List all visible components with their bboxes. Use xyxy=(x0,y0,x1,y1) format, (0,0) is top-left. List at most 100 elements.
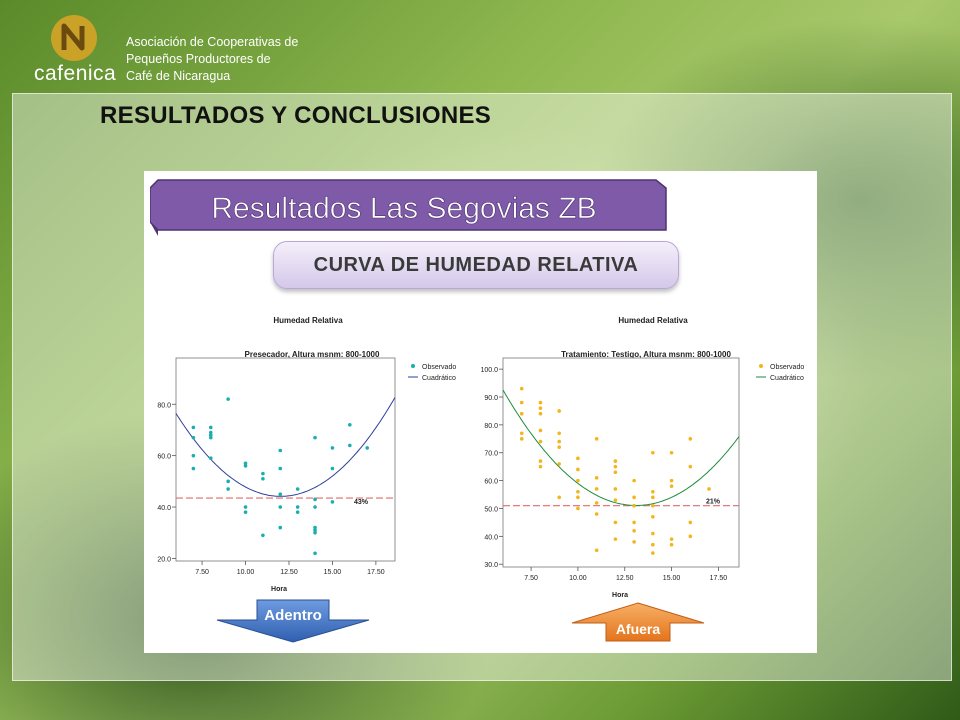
subtitle-text: CURVA DE HUMEDAD RELATIVA xyxy=(313,253,639,276)
data-point xyxy=(365,446,369,450)
organization-name: Asociación de Cooperativas de Pequeños P… xyxy=(126,34,346,85)
chart-right: Humedad Relativa Tratamiento: Testigo, Al… xyxy=(480,316,804,599)
data-point xyxy=(313,525,317,530)
ribbon-title: Resultados Las Segovias ZB xyxy=(211,192,596,225)
data-point xyxy=(613,520,618,525)
data-point xyxy=(295,505,300,509)
legend-observado: Observado xyxy=(422,364,456,371)
data-point xyxy=(613,498,618,502)
data-point xyxy=(651,503,655,508)
legend-marker-observado xyxy=(759,364,763,368)
data-point xyxy=(313,497,317,502)
data-point xyxy=(538,459,543,463)
data-point xyxy=(191,425,196,430)
data-point xyxy=(557,431,561,436)
data-point xyxy=(519,386,524,391)
data-point xyxy=(613,487,618,491)
data-point xyxy=(576,495,580,500)
badge-adentro-label: Adentro xyxy=(264,607,322,624)
data-point xyxy=(651,551,655,555)
data-point xyxy=(707,487,711,491)
data-point xyxy=(208,435,213,440)
x-axis-label: Hora xyxy=(612,592,628,599)
data-point xyxy=(538,400,543,405)
chart-subtitle: Tratamiento: Testigo, Altura msnm: 800-1… xyxy=(561,350,731,359)
data-point xyxy=(651,531,655,536)
data-point xyxy=(191,453,196,458)
data-point xyxy=(348,423,352,427)
y-tick-label: 20.0 xyxy=(157,556,171,563)
plot-frame xyxy=(502,357,740,568)
plot-frame xyxy=(175,357,396,562)
reference-label: 43% xyxy=(354,499,369,506)
data-point xyxy=(278,505,283,509)
x-tick-label: 10.00 xyxy=(569,575,587,582)
data-point xyxy=(538,406,543,410)
x-tick-label: 10.00 xyxy=(237,569,255,576)
y-tick-label: 40.0 xyxy=(157,505,171,512)
y-tick-label: 80.0 xyxy=(157,402,171,409)
y-tick-label: 60.0 xyxy=(157,454,171,461)
x-tick-label: 17.50 xyxy=(367,569,385,576)
data-point xyxy=(613,464,618,469)
data-point xyxy=(538,464,543,469)
data-point xyxy=(208,456,213,461)
data-point xyxy=(669,537,674,541)
y-tick-label: 30.0 xyxy=(484,562,498,569)
data-point xyxy=(519,431,524,436)
data-point xyxy=(576,478,580,483)
data-point xyxy=(278,448,283,453)
data-point xyxy=(669,484,674,488)
x-tick-label: 12.50 xyxy=(280,569,298,576)
data-point xyxy=(519,400,524,405)
data-point xyxy=(594,487,599,491)
data-point xyxy=(613,459,618,463)
data-point xyxy=(519,411,524,416)
data-point xyxy=(632,503,636,508)
data-point xyxy=(261,471,265,476)
y-tick-label: 80.0 xyxy=(484,423,498,430)
data-point xyxy=(313,435,317,440)
logo-wordmark: cafenica xyxy=(34,62,117,85)
chart-title: Humedad Relativa xyxy=(273,316,343,325)
data-point xyxy=(295,487,300,491)
data-point xyxy=(632,520,636,525)
x-tick-label: 12.50 xyxy=(616,575,634,582)
data-point xyxy=(632,540,636,544)
data-point xyxy=(313,505,317,509)
legend-cuadratico: Cuadrático xyxy=(422,375,456,382)
data-point xyxy=(278,525,283,530)
x-tick-label: 17.50 xyxy=(710,575,728,582)
data-point xyxy=(243,461,248,466)
fit-curve xyxy=(502,389,740,506)
subtitle-box: CURVA DE HUMEDAD RELATIVA xyxy=(273,241,679,289)
chart-title: Humedad Relativa xyxy=(618,316,688,325)
x-tick-label: 15.00 xyxy=(324,569,342,576)
data-point xyxy=(594,548,599,553)
chart-subtitle: Presecador, Altura msnm: 800-1000 xyxy=(245,350,380,359)
data-point xyxy=(295,510,300,514)
x-axis-label: Hora xyxy=(271,586,287,593)
legend-marker-observado xyxy=(411,364,415,368)
page-title: RESULTADOS Y CONCLUSIONES xyxy=(100,102,492,129)
data-point xyxy=(330,466,335,471)
badge-afuera-label: Afuera xyxy=(616,621,661,637)
data-point xyxy=(208,425,213,430)
data-point xyxy=(669,542,674,547)
data-point xyxy=(594,501,599,505)
org-line: Asociación de Cooperativas de xyxy=(126,35,299,49)
x-tick-label: 15.00 xyxy=(663,575,681,582)
x-tick-label: 7.50 xyxy=(524,575,538,582)
data-point xyxy=(651,495,655,500)
data-point xyxy=(191,435,196,440)
y-tick-label: 60.0 xyxy=(484,479,498,486)
fit-curve xyxy=(175,397,396,497)
data-point xyxy=(243,464,248,468)
y-tick-label: 40.0 xyxy=(484,534,498,541)
data-point xyxy=(208,433,213,437)
data-point xyxy=(651,450,655,455)
x-tick-label: 7.50 xyxy=(195,569,209,576)
data-point xyxy=(243,510,248,514)
data-point xyxy=(208,430,213,435)
cafenica-logo-icon xyxy=(51,15,97,61)
